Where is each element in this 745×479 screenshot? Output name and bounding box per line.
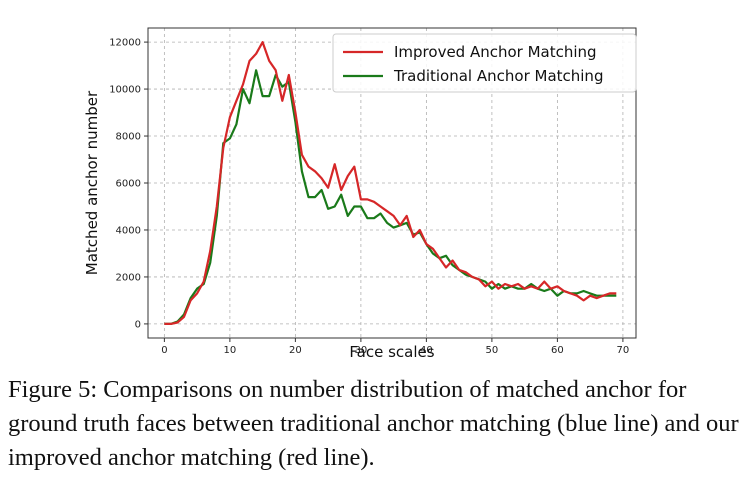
series-line-improved	[164, 40, 617, 325]
x-tick-label: 60	[551, 345, 564, 356]
y-tick-label: 8000	[116, 132, 141, 143]
y-tick-label: 6000	[116, 179, 141, 190]
legend: Improved Anchor Matching Traditional Anc…	[332, 33, 637, 93]
y-axis-title: Matched anchor number	[83, 90, 101, 275]
axis-ticks: 0 10 20 30 40 50 60 70 0 2000 4000 6000 8000 10000 120…	[109, 38, 629, 356]
series-line-traditional	[164, 69, 617, 325]
series-lines	[164, 40, 617, 325]
y-tick-label: 4000	[116, 225, 141, 236]
x-tick-label: 20	[289, 345, 302, 356]
x-tick-label: 0	[161, 345, 167, 356]
x-tick-label: 40	[420, 345, 433, 356]
y-tick-label: 0	[135, 319, 141, 330]
legend-label-traditional: Traditional Anchor Matching	[393, 67, 603, 85]
legend-box	[332, 33, 637, 93]
figure-caption: Figure 5: Comparisons on number distribu…	[8, 373, 740, 475]
y-tick-label: 10000	[109, 85, 141, 96]
legend-label-improved: Improved Anchor Matching	[394, 43, 597, 61]
x-tick-label: 10	[224, 345, 237, 356]
y-tick-label: 12000	[109, 38, 141, 49]
line-chart: 0 10 20 30 40 50 60 70 0 2000 4000 6000 8000 10000 120…	[83, 27, 637, 361]
caption-text: Comparisons on number distribution of ma…	[8, 376, 739, 471]
y-tick-label: 2000	[116, 272, 141, 283]
x-tick-label: 50	[486, 345, 499, 356]
x-tick-label: 70	[617, 345, 630, 356]
figure-label: Figure 5:	[8, 376, 98, 403]
x-tick-label: 30	[355, 345, 368, 356]
x-axis-title: Face scales	[349, 343, 434, 361]
